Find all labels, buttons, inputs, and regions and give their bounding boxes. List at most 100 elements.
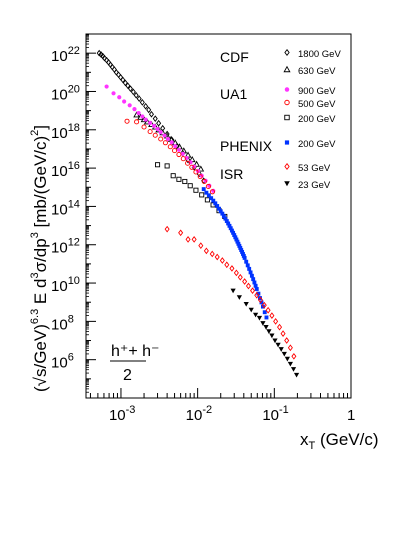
y-tick-label: 1012 (51, 237, 80, 257)
data-point-cdf1800 (113, 68, 119, 76)
data-point-ua200 (170, 173, 176, 179)
data-point-isr53 (277, 323, 283, 331)
data-point-phenix200 (227, 223, 232, 228)
series-isr53 (164, 225, 297, 360)
legend-label-cdf630: 630 GeV (298, 66, 336, 77)
plot-frame (85, 33, 352, 399)
data-point-cdf1800 (130, 88, 136, 96)
data-point-cdf1800 (146, 106, 152, 114)
data-point-ua200 (204, 197, 210, 203)
data-point-ua500 (162, 140, 168, 146)
data-point-phenix200 (232, 233, 237, 238)
data-point-phenix200 (201, 187, 206, 192)
data-point-ua500 (185, 160, 191, 166)
data-point-isr23 (287, 361, 293, 367)
data-point-isr23 (269, 333, 275, 339)
data-point-phenix200 (209, 196, 214, 201)
data-point-ua200 (187, 183, 193, 189)
data-point-isr23 (281, 351, 287, 357)
data-point-isr53 (224, 261, 230, 269)
data-point-ua500 (189, 164, 195, 170)
legend: CDF 1800 GeV 630 GeV UA1 900 GeV 500 GeV 200 G… (220, 48, 341, 191)
data-point-cdf1800 (143, 102, 149, 110)
legend-label-ua200: 200 GeV (298, 114, 336, 125)
data-point-ua900 (148, 120, 153, 125)
data-point-isr53 (229, 265, 235, 272)
data-point-isr23 (290, 367, 297, 372)
data-point-ua500 (172, 148, 178, 154)
data-point-ua900 (117, 95, 122, 100)
x-tick-label: 1 (347, 407, 355, 424)
data-point-ua900 (140, 114, 145, 119)
data-point-isr53 (242, 278, 248, 285)
data-point-ua500 (167, 144, 173, 150)
data-point-isr53 (261, 301, 267, 309)
data-point-isr23 (230, 288, 236, 294)
legend-label-ua900: 900 GeV (298, 86, 336, 97)
x-tick-label: 10-3 (109, 404, 135, 424)
data-point-phenix200 (249, 273, 254, 278)
data-point-isr23 (243, 301, 249, 307)
data-point-phenix200 (206, 193, 211, 198)
data-point-isr53 (198, 242, 204, 249)
data-point-isr53 (209, 250, 215, 258)
data-point-isr53 (178, 229, 184, 237)
data-point-phenix200 (215, 204, 220, 208)
x-tick-label: 10-2 (186, 404, 212, 424)
data-point-ua500 (176, 152, 182, 158)
legend-label-phenix200: 200 GeV (298, 139, 336, 150)
data-point-ua500 (124, 118, 130, 124)
legend-marker-cdf1800 (284, 48, 290, 57)
data-point-phenix200 (218, 209, 223, 214)
legend-marker-isr53 (284, 162, 290, 171)
data-point-isr23 (256, 315, 263, 321)
data-point-ua900 (176, 147, 182, 152)
y-tick-label: 1020 (51, 83, 80, 103)
legend-group-phenix: PHENIX (220, 138, 273, 154)
legend-label-isr53: 53 GeV (298, 163, 331, 174)
series-ua200 (155, 162, 228, 219)
legend-marker-isr23 (284, 181, 290, 187)
data-point-isr53 (273, 318, 279, 325)
data-point-phenix200 (256, 291, 261, 296)
data-point-phenix200 (241, 253, 246, 258)
data-point-phenix200 (231, 230, 236, 235)
data-point-isr53 (164, 225, 170, 233)
series-ua500 (124, 118, 215, 195)
data-point-ua500 (141, 124, 147, 130)
data-point-cdf1800 (125, 82, 131, 90)
data-point-ua900 (132, 107, 137, 112)
data-point-cdf1800 (101, 54, 108, 62)
data-point-ua500 (201, 178, 207, 185)
data-point-phenix200 (213, 201, 218, 206)
data-point-cdf1800 (148, 110, 154, 118)
data-point-ua200 (176, 176, 182, 182)
data-point-isr23 (266, 329, 272, 334)
data-point-phenix200 (223, 216, 228, 221)
data-point-cdf630 (193, 160, 200, 167)
series-ua900 (104, 84, 216, 193)
data-series (96, 49, 300, 378)
data-point-phenix200 (226, 221, 231, 226)
data-point-isr53 (287, 344, 293, 352)
data-point-isr23 (263, 325, 269, 330)
legend-marker-ua200 (284, 114, 290, 121)
data-point-ua200 (199, 192, 205, 198)
data-point-phenix200 (262, 310, 267, 315)
data-point-ua500 (209, 189, 215, 195)
data-point-phenix200 (236, 241, 241, 246)
data-point-phenix200 (234, 237, 239, 242)
data-point-ua900 (127, 103, 132, 108)
data-point-phenix200 (254, 287, 259, 291)
data-point-ua900 (180, 151, 185, 156)
data-point-ua900 (162, 133, 167, 138)
y-tick-label: 106 (51, 352, 74, 372)
y-tick-label: 1018 (51, 122, 80, 142)
data-point-isr53 (245, 282, 251, 290)
data-point-cdf1800 (127, 85, 133, 93)
x-tick-label: 10-1 (262, 404, 288, 424)
data-point-isr53 (191, 236, 197, 243)
formula-denominator: 2 (123, 367, 132, 384)
data-point-ua500 (152, 132, 158, 138)
